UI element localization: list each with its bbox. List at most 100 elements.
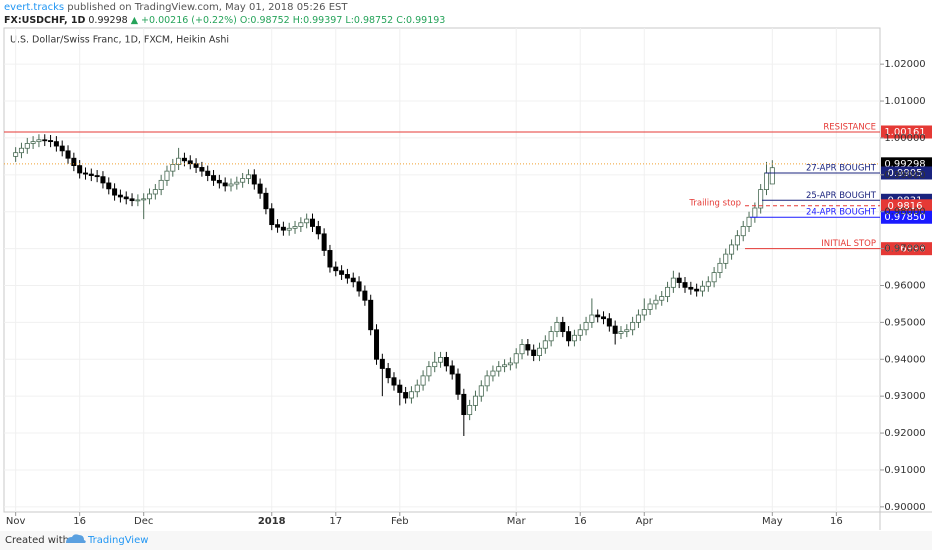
x-tick-label: 16 — [574, 516, 587, 527]
candle-body — [461, 393, 467, 416]
candle-body — [560, 321, 566, 333]
candle-body — [734, 235, 740, 246]
candle-body — [135, 199, 141, 202]
level-label: 24-APR BOUGHT — [806, 208, 877, 218]
price: 0.99298 — [88, 15, 127, 26]
candle-body — [234, 181, 240, 185]
candle-body — [426, 366, 432, 377]
chart-title: U.S. Dollar/Swiss Franc, 1D, FXCM, Heiki… — [10, 35, 229, 46]
candle-body — [653, 299, 659, 305]
candle-body — [292, 226, 298, 229]
candle-body — [769, 167, 775, 185]
candle-body — [100, 176, 106, 184]
price-tag-label: 0.9905 — [888, 168, 923, 179]
candle-body — [344, 274, 350, 279]
candle-body — [635, 314, 641, 323]
candle-body — [699, 285, 705, 292]
axes: 0.90000 0.91000 0.92000 0.93000 0.94000 0.950… — [6, 59, 926, 527]
levels: RESISTANCE 1.00161 0.99298 27-APR BOUGHT 0.9… — [4, 122, 932, 256]
author[interactable]: evert.tracks — [4, 2, 64, 13]
candle-body — [542, 340, 548, 349]
price-tag — [881, 125, 932, 139]
candle-body — [129, 198, 135, 202]
ohlc-close: C:0.99193 — [396, 15, 445, 26]
candle-body — [42, 139, 48, 142]
y-tick-label: 0.99000 — [884, 170, 925, 181]
candle-body — [478, 385, 484, 397]
candle-body — [53, 141, 59, 147]
candle-body — [577, 329, 583, 336]
candle-body — [490, 370, 496, 377]
candle-body — [187, 160, 193, 165]
candle-body — [472, 395, 478, 406]
candle-body — [589, 314, 595, 323]
price-tag — [881, 242, 932, 256]
candle-body — [414, 384, 420, 393]
candle-body — [245, 174, 251, 179]
y-tick-label: 0.97000 — [884, 244, 925, 255]
candle-body — [216, 179, 222, 184]
x-tick-label: Apr — [636, 516, 654, 527]
candle-body — [48, 140, 54, 143]
x-tick-label: 2018 — [258, 516, 286, 527]
candle-body — [327, 250, 333, 268]
y-tick-label: 0.98000 — [884, 207, 925, 218]
candle-body — [571, 334, 577, 342]
y-tick-label: 0.92000 — [884, 428, 925, 439]
candle-body — [676, 277, 682, 283]
candle-body — [624, 329, 630, 333]
candle-body — [525, 344, 531, 351]
change: ▲ +0.00216 (+0.22%) — [131, 15, 237, 26]
candle-body — [536, 347, 542, 356]
candle-body — [333, 266, 339, 272]
candle-body — [752, 207, 758, 218]
candle-body — [385, 368, 391, 379]
candle-body — [711, 272, 717, 283]
candle-body — [164, 170, 170, 181]
candle-body — [94, 175, 100, 178]
candle-body — [71, 157, 77, 167]
footer-created: Created with — [5, 535, 69, 546]
candle-body — [298, 222, 304, 227]
x-tick-label: Dec — [134, 516, 153, 527]
candle-body — [705, 281, 711, 287]
ohlc-low: L:0.98752 — [345, 15, 393, 26]
candle-body — [309, 218, 315, 227]
candle-body — [496, 366, 502, 372]
candle-body — [729, 244, 735, 255]
candle-body — [630, 321, 636, 331]
y-tick-label: 0.95000 — [884, 317, 925, 328]
published: published on TradingView.com, May 01, 20… — [67, 2, 348, 13]
candle-body — [379, 358, 385, 369]
header-line-1: evert.tracks published on TradingView.co… — [4, 2, 348, 13]
candle-body — [502, 364, 508, 368]
candle-body — [583, 321, 589, 331]
candle-body — [350, 277, 356, 283]
candle-body — [123, 196, 129, 200]
level-label: 25-APR BOUGHT — [806, 191, 877, 201]
candle-body — [740, 226, 746, 237]
candle-body — [408, 391, 414, 399]
candle-body — [548, 331, 554, 342]
footer-brand[interactable]: TradingView — [87, 535, 148, 546]
level-label: 27-APR BOUGHT — [806, 163, 877, 173]
candle-body — [152, 189, 158, 195]
price-tag-label: 0.99298 — [884, 159, 925, 170]
candle-body — [484, 375, 490, 387]
candle-body — [682, 282, 688, 288]
candle-body — [176, 157, 182, 165]
candle-body — [77, 165, 83, 174]
candle-body — [374, 329, 380, 360]
candle-body — [205, 170, 211, 176]
ohlc-open: O:0.98752 — [240, 15, 290, 26]
candle-body — [147, 193, 153, 200]
price-tag — [881, 199, 932, 213]
level-label: INITIAL STOP — [821, 239, 876, 249]
y-tick-label: 1.00000 — [884, 133, 925, 144]
level-label: Trailing stop — [688, 198, 741, 208]
candle-body — [286, 227, 292, 231]
footer-logo — [66, 534, 86, 543]
candle-body — [507, 362, 513, 366]
candle-body — [181, 157, 187, 162]
